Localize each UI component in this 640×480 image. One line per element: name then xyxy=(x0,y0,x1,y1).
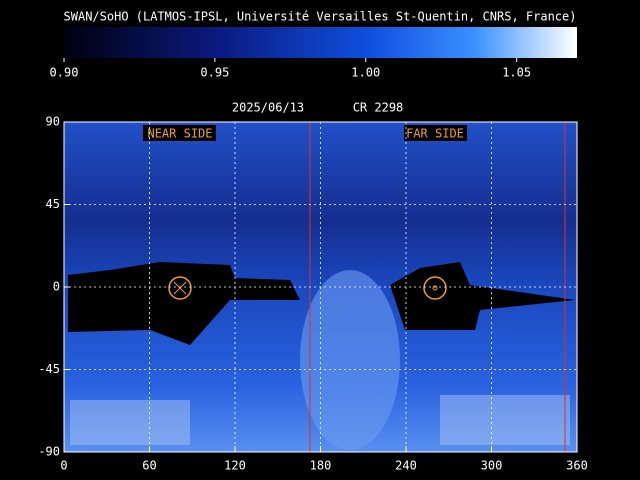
colorbar-tick-label: 0.95 xyxy=(200,66,229,80)
x-tick-label: 300 xyxy=(481,459,503,473)
x-tick-label: 360 xyxy=(566,459,588,473)
far-side-label: FAR SIDE xyxy=(406,127,464,141)
colorbar-tick-label: 0.90 xyxy=(50,66,79,80)
y-tick-label: 45 xyxy=(46,197,60,211)
y-tick-label: 0 xyxy=(53,280,60,294)
x-tick-label: 240 xyxy=(395,459,417,473)
x-tick-label: 60 xyxy=(142,459,156,473)
y-tick-label: 90 xyxy=(46,115,60,129)
y-tick-label: -90 xyxy=(38,445,60,459)
colorbar-tick-label: 1.05 xyxy=(502,66,531,80)
x-tick-label: 180 xyxy=(310,459,332,473)
x-tick-label: 0 xyxy=(60,459,67,473)
title: SWAN/SoHO (LATMOS-IPSL, Université Versa… xyxy=(64,10,577,24)
near-side-label: NEAR SIDE xyxy=(147,127,212,141)
x-tick-label: 120 xyxy=(224,459,246,473)
rotation: CR 2298 xyxy=(353,101,404,115)
y-tick-label: -45 xyxy=(38,362,60,376)
colorbar-tick-label: 1.00 xyxy=(351,66,380,80)
colorbar xyxy=(64,27,577,58)
date: 2025/06/13 xyxy=(232,101,304,115)
